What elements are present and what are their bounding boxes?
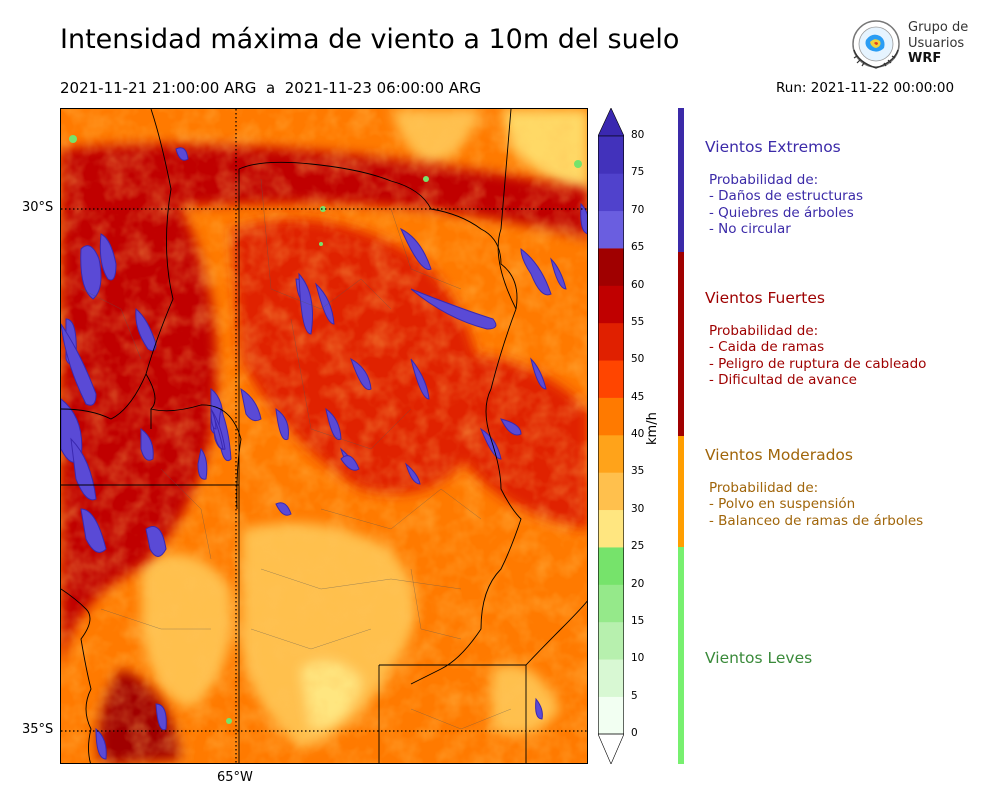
- wind-map: [60, 108, 588, 764]
- lat-label-35s: 35°S: [22, 722, 54, 737]
- colorbar-segment: [598, 322, 624, 361]
- colorbar-segment: [598, 696, 624, 735]
- colorbar-tick-label: 40: [631, 428, 645, 440]
- extreme-wind-cores: [61, 147, 587, 760]
- colorbar-segment: [598, 136, 624, 174]
- colorbar-segment: [598, 621, 624, 660]
- prob-item: - Caida de ramas: [709, 339, 825, 356]
- category-name-leves: Vientos Leves: [705, 649, 813, 667]
- prob-item: - Quiebres de árboles: [709, 204, 854, 221]
- logo: Grupo de Usuarios WRF: [848, 16, 978, 72]
- colorbar-segment: [598, 285, 624, 324]
- colorbar-frame: [598, 135, 624, 735]
- colorbar-segment: [598, 584, 624, 623]
- prob-item: - No circular: [709, 221, 791, 238]
- colorbar-tick-label: 50: [631, 353, 645, 366]
- prob-item: - Polvo en suspensión: [709, 496, 856, 513]
- period-separator: a: [265, 79, 276, 97]
- colorbar-tick-label: 25: [631, 540, 645, 553]
- run-timestamp: Run: 2021-11-22 00:00:00: [776, 80, 955, 96]
- category-bar-moderados: [678, 436, 684, 547]
- colorbar-segment: [598, 509, 624, 548]
- colorbar-over-triangle: [598, 108, 624, 137]
- lon-label-65w: 65°W: [217, 770, 253, 785]
- category-bar-leves: [678, 547, 684, 764]
- colorbar-tick-label: 80: [631, 129, 645, 141]
- colorbar-segment: [598, 472, 624, 511]
- category-name-moderados: Vientos Moderados: [705, 446, 853, 464]
- colorbar-tick-label: 30: [631, 502, 645, 515]
- colorbar-segment: [598, 210, 624, 249]
- wind-texture: [61, 109, 587, 763]
- map-title: Intensidad máxima de viento a 10m del su…: [60, 24, 680, 55]
- prob-title: Probabilidad de:: [709, 480, 819, 496]
- category-name-fuertes: Vientos Fuertes: [705, 289, 825, 307]
- colorbar-segment: [598, 397, 624, 436]
- wind-field-svg: [61, 109, 587, 763]
- colorbar-tick-label: 5: [631, 689, 638, 702]
- logo-text-line2: Usuarios: [908, 36, 965, 51]
- colorbar: [598, 108, 624, 764]
- period-start: 2021-11-21 21:00:00 ARG: [60, 79, 257, 97]
- prob-item: - Peligro de ruptura de cableado: [709, 355, 927, 372]
- colorbar-tick-label: 70: [631, 203, 645, 216]
- colorbar-segment: [598, 659, 624, 697]
- globe-logo-icon: [852, 20, 900, 69]
- colorbar-tick-label: 60: [631, 278, 645, 291]
- forecast-period: 2021-11-21 21:00:00 ARG a 2021-11-23 06:…: [60, 79, 481, 97]
- category-probs-moderados: Probabilidad de: - Polvo en suspensión -…: [709, 480, 923, 529]
- category-name-extremos: Vientos Extremos: [705, 138, 841, 156]
- category-bar-fuertes: [678, 252, 684, 436]
- colorbar-tick-label: 0: [631, 727, 638, 739]
- graticule: [61, 109, 587, 763]
- lat-label-30s: 30°S: [22, 200, 54, 215]
- colorbar-tick-label: 55: [631, 315, 645, 328]
- colorbar-tick-label: 65: [631, 241, 645, 254]
- colorbar-segment: [598, 547, 624, 585]
- light-wind-spots: [69, 135, 582, 724]
- colorbar-unit-label: km/h: [645, 412, 660, 445]
- category-probs-fuertes: Probabilidad de: - Caida de ramas - Peli…: [709, 323, 926, 389]
- prob-item: - Dificultad de avance: [709, 372, 857, 389]
- colorbar-tick-label: 15: [631, 614, 645, 627]
- prob-item: - Daños de estructuras: [709, 188, 864, 205]
- category-bar-extremos: [678, 108, 684, 252]
- category-probs-extremos: Probabilidad de: - Daños de estructuras …: [709, 172, 863, 238]
- colorbar-tick-label: 10: [631, 652, 645, 665]
- colorbar-segment: [598, 435, 624, 473]
- logo-text-wrf: WRF: [908, 51, 942, 66]
- colorbar-under-triangle: [598, 733, 624, 764]
- colorbar-tick-label: 45: [631, 390, 645, 403]
- period-end: 2021-11-23 06:00:00 ARG: [284, 79, 482, 97]
- colorbar-segment: [598, 360, 624, 398]
- colorbar-tick-label: 20: [631, 577, 645, 590]
- colorbar-segment: [598, 173, 624, 212]
- prob-title: Probabilidad de:: [709, 172, 819, 188]
- prob-title: Probabilidad de:: [709, 323, 819, 339]
- province-borders: [61, 109, 587, 763]
- department-lines: [80, 178, 512, 730]
- prob-item: - Balanceo de ramas de árboles: [709, 512, 924, 529]
- colorbar-tick-label: 75: [631, 166, 645, 179]
- colorbar-tick-label: 35: [631, 465, 645, 478]
- colorbar-segment: [598, 248, 624, 286]
- logo-text-line1: Grupo de: [908, 20, 969, 35]
